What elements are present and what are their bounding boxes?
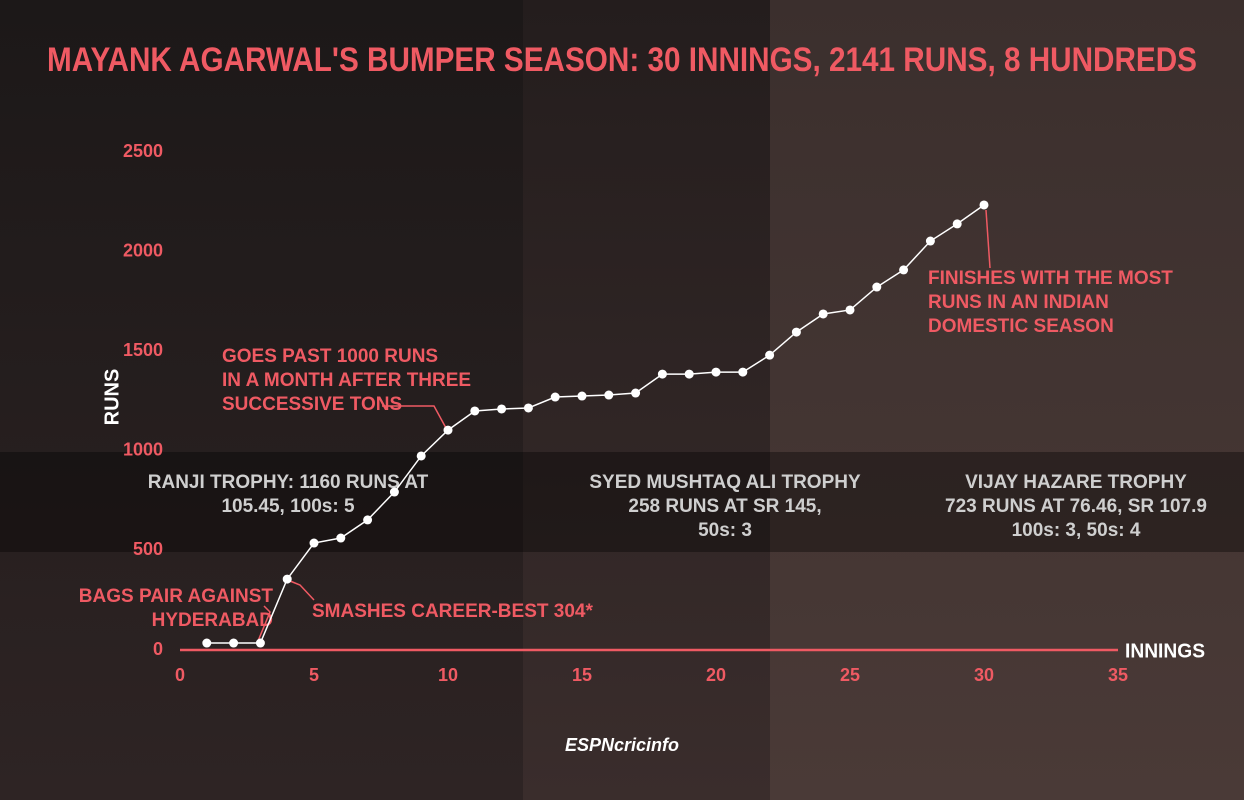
point xyxy=(899,265,909,275)
point xyxy=(416,451,426,461)
annotation: HYDERABAD xyxy=(152,610,273,631)
point xyxy=(443,425,453,435)
annotation: SUCCESSIVE TONS xyxy=(222,394,402,415)
connector xyxy=(382,405,447,429)
point xyxy=(738,367,748,377)
background xyxy=(523,0,770,800)
annotation: RUNS IN AN INDIAN xyxy=(928,292,1109,313)
background xyxy=(770,0,1244,800)
point xyxy=(711,367,721,377)
point xyxy=(336,533,346,543)
point xyxy=(229,638,239,648)
section-band xyxy=(0,452,1244,552)
x-tick-label: 35 xyxy=(1108,665,1128,685)
connectors xyxy=(257,209,991,642)
section-label: 723 RUNS AT 76.46, SR 107.9 xyxy=(945,496,1207,517)
x-axis-label: INNINGS xyxy=(1125,640,1205,662)
y-tick-label: 1000 xyxy=(123,440,163,460)
point xyxy=(389,487,399,497)
series-line xyxy=(206,204,985,644)
point xyxy=(604,390,614,400)
section-label: 100s: 3, 50s: 4 xyxy=(1012,520,1141,541)
x-tick-label: 5 xyxy=(309,665,319,685)
x-tick-label: 10 xyxy=(438,665,458,685)
point xyxy=(363,515,373,525)
connector xyxy=(289,580,315,601)
annotation: SMASHES CAREER-BEST 304* xyxy=(312,601,593,622)
annotation: IN A MONTH AFTER THREE xyxy=(222,370,471,391)
point xyxy=(979,200,989,210)
y-tick-label: 0 xyxy=(153,639,163,659)
point xyxy=(925,236,935,246)
point xyxy=(255,638,265,648)
x-tick-label: 15 xyxy=(572,665,592,685)
y-tick-label: 1500 xyxy=(123,340,163,360)
point xyxy=(309,538,319,548)
point xyxy=(657,369,667,379)
connector xyxy=(257,605,271,642)
section-label: 50s: 3 xyxy=(698,520,752,541)
point xyxy=(523,403,533,413)
section-label: SYED MUSHTAQ ALI TROPHY xyxy=(589,472,861,493)
x-tick-label: 0 xyxy=(175,665,185,685)
point xyxy=(577,391,587,401)
y-tick-label: 2500 xyxy=(123,141,163,161)
annotation: GOES PAST 1000 RUNS xyxy=(222,346,438,367)
point xyxy=(470,406,480,416)
x-tick-label: 25 xyxy=(840,665,860,685)
section-label: VIJAY HAZARE TROPHY xyxy=(965,472,1187,493)
point xyxy=(631,388,641,398)
logo: ESPNcricinfo xyxy=(565,735,679,755)
point xyxy=(818,309,828,319)
background xyxy=(0,0,523,800)
connector xyxy=(985,209,991,269)
y-tick-label: 2000 xyxy=(123,240,163,260)
annotation: FINISHES WITH THE MOST xyxy=(928,268,1173,289)
point xyxy=(282,574,292,584)
y-axis-label: RUNS xyxy=(101,369,123,426)
x-tick-label: 20 xyxy=(706,665,726,685)
section-label: 258 RUNS AT SR 145, xyxy=(628,496,821,517)
section-label: RANJI TROPHY: 1160 RUNS AT xyxy=(148,472,429,493)
annotation: DOMESTIC SEASON xyxy=(928,316,1114,337)
y-tick-label: 500 xyxy=(133,539,163,559)
x-tick-label: 30 xyxy=(974,665,994,685)
point xyxy=(550,392,560,402)
point xyxy=(684,369,694,379)
section-label: 105.45, 100s: 5 xyxy=(221,496,355,517)
point xyxy=(952,219,962,229)
point xyxy=(202,638,212,648)
chart-title: MAYANK AGARWAL'S BUMPER SEASON: 30 INNIN… xyxy=(47,41,1197,79)
annotation: BAGS PAIR AGAINST xyxy=(79,586,274,607)
point xyxy=(497,404,507,414)
point xyxy=(765,350,775,360)
point xyxy=(845,305,855,315)
point xyxy=(791,327,801,337)
point xyxy=(872,282,882,292)
